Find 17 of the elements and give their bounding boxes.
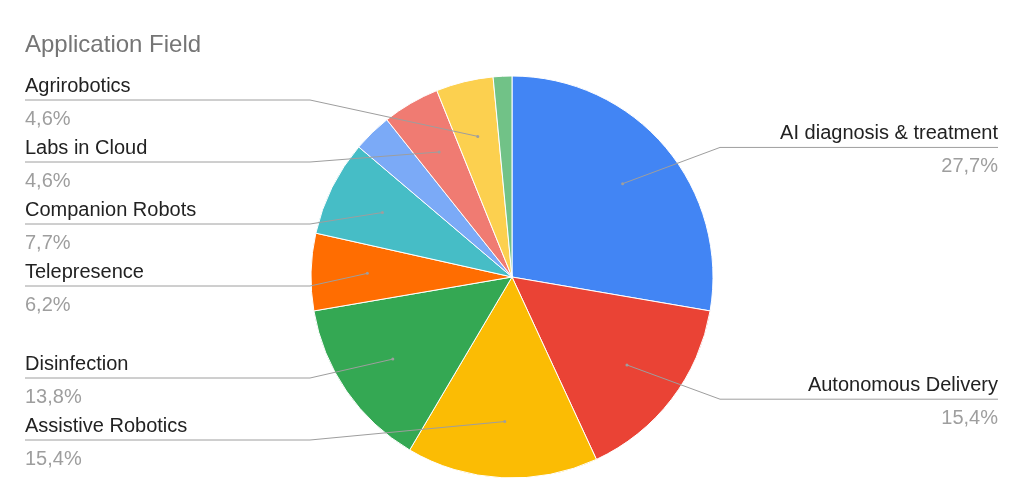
slice-label: AI diagnosis & treatment (780, 121, 999, 144)
data-label: 13,8% (25, 385, 82, 407)
slice-label: Labs in Cloud (25, 136, 148, 158)
slice-label: Telepresence (25, 260, 144, 282)
data-label: 15,4% (941, 406, 999, 429)
slice-label: Autonomous Delivery (807, 373, 998, 396)
slice-label: Agrirobotics (25, 74, 131, 96)
data-label: 6,2% (25, 293, 71, 315)
data-label: 27,7% (941, 154, 999, 177)
data-label: 4,6% (25, 169, 71, 191)
slice-label: Assistive Robotics (25, 414, 188, 436)
slice-label: Companion Robots (25, 198, 197, 220)
slice-label: Disinfection (25, 352, 129, 374)
data-label: 4,6% (25, 107, 71, 129)
data-label: 15,4% (25, 447, 82, 469)
data-label: 7,7% (25, 231, 71, 253)
chart-title: Application Field (25, 30, 202, 57)
